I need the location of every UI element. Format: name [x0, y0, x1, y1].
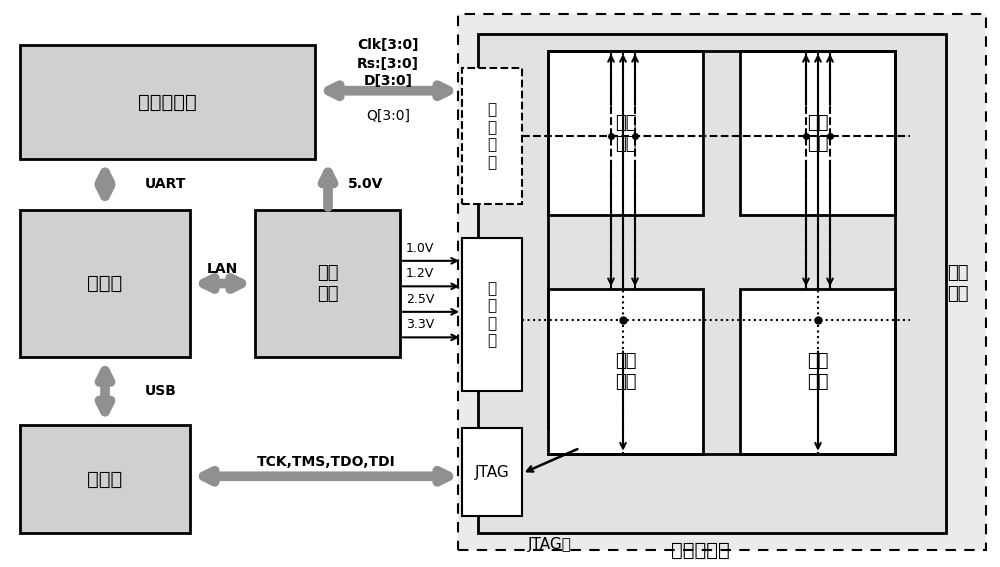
- Bar: [20, 425, 190, 533]
- Bar: [740, 51, 895, 215]
- Bar: [478, 34, 946, 533]
- Bar: [20, 45, 315, 159]
- Text: 老炼
母板: 老炼 母板: [947, 264, 969, 303]
- Text: 老炼
子板: 老炼 子板: [807, 114, 828, 153]
- Bar: [740, 289, 895, 454]
- Bar: [462, 238, 522, 391]
- Text: 老炼
子板: 老炼 子板: [807, 352, 828, 391]
- Text: 程控
电源: 程控 电源: [317, 264, 338, 303]
- Bar: [462, 428, 522, 516]
- Bar: [458, 14, 986, 550]
- Text: Clk[3:0]: Clk[3:0]: [357, 39, 419, 52]
- Bar: [462, 68, 522, 204]
- Bar: [20, 210, 190, 357]
- Text: TCK,TMS,TDO,TDI: TCK,TMS,TDO,TDI: [257, 455, 395, 469]
- Text: 5.0V: 5.0V: [348, 177, 383, 191]
- Text: 编程器: 编程器: [87, 469, 123, 489]
- Text: 老炼高温箱: 老炼高温箱: [671, 540, 729, 560]
- Text: 1.0V: 1.0V: [406, 242, 434, 255]
- Text: JTAG链: JTAG链: [528, 537, 572, 552]
- Bar: [548, 289, 703, 454]
- Text: 信
号
接
口: 信 号 接 口: [487, 103, 497, 170]
- Text: 2.5V: 2.5V: [406, 293, 434, 306]
- Bar: [548, 51, 703, 215]
- Text: LAN: LAN: [206, 263, 238, 276]
- Text: JTAG: JTAG: [475, 464, 509, 480]
- Text: 老炼信号板: 老炼信号板: [138, 92, 197, 112]
- Text: Rs:[3:0]: Rs:[3:0]: [357, 57, 419, 70]
- Text: 供
电
接
口: 供 电 接 口: [487, 281, 497, 348]
- Text: 1.2V: 1.2V: [406, 268, 434, 280]
- Text: UART: UART: [145, 177, 186, 191]
- Text: 3.3V: 3.3V: [406, 319, 434, 331]
- Bar: [255, 210, 400, 357]
- Text: Q[3:0]: Q[3:0]: [366, 109, 410, 123]
- Text: 老炼
子板: 老炼 子板: [615, 114, 636, 153]
- Text: 老炼
子板: 老炼 子板: [615, 352, 636, 391]
- Text: D[3:0]: D[3:0]: [364, 74, 413, 87]
- Text: USB: USB: [145, 384, 177, 398]
- Text: 上位机: 上位机: [87, 274, 123, 293]
